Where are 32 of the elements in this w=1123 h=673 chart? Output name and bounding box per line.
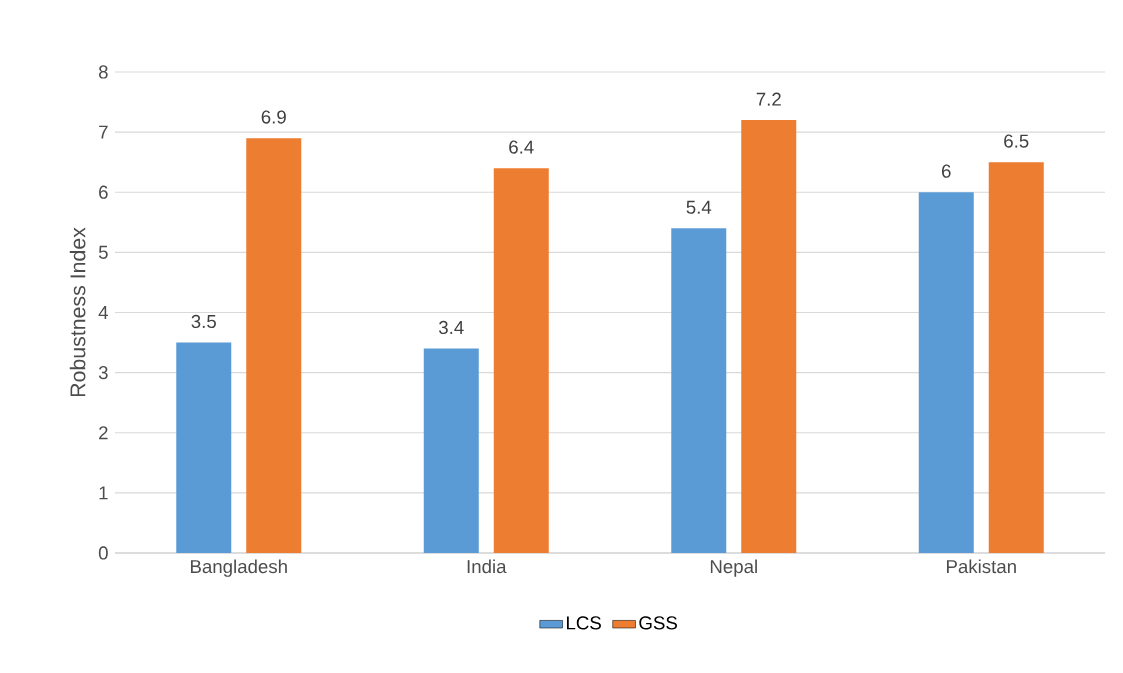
y-tick-label: 8 xyxy=(98,65,108,79)
data-label: 5.4 xyxy=(686,200,712,214)
bar xyxy=(671,228,727,553)
x-tick-label: Bangladesh xyxy=(190,559,287,577)
y-tick-label: 2 xyxy=(99,426,108,440)
y-tick-label: 6 xyxy=(99,185,108,199)
y-tick-label: 3 xyxy=(98,365,108,380)
bar xyxy=(246,138,302,553)
y-axis-title: Robustness Index xyxy=(69,227,86,397)
bar xyxy=(741,120,797,553)
bar xyxy=(918,192,974,553)
bar xyxy=(988,162,1044,553)
data-label: 3.4 xyxy=(439,320,464,335)
data-label: 6.9 xyxy=(261,110,286,124)
legend-label: LCS xyxy=(567,616,601,630)
y-tick-label: 0 xyxy=(98,546,108,560)
x-tick-label: India xyxy=(467,559,507,574)
y-tick-label: 1 xyxy=(99,486,108,500)
y-tick-label: 4 xyxy=(98,306,108,319)
y-tick-label: 5 xyxy=(98,245,108,259)
y-tick-label: 7 xyxy=(99,125,108,139)
data-label: 6.5 xyxy=(1004,134,1029,148)
data-label: 6 xyxy=(942,164,951,178)
legend-label: GSS xyxy=(639,616,677,630)
bar xyxy=(423,348,479,553)
data-label: 3.5 xyxy=(191,314,216,329)
x-tick-label: Pakistan xyxy=(946,559,1016,574)
data-label: 6.4 xyxy=(509,140,534,154)
bar xyxy=(493,168,549,553)
data-label: 7.2 xyxy=(756,92,781,106)
x-tick-label: Nepal xyxy=(710,559,757,577)
bar xyxy=(176,342,232,553)
